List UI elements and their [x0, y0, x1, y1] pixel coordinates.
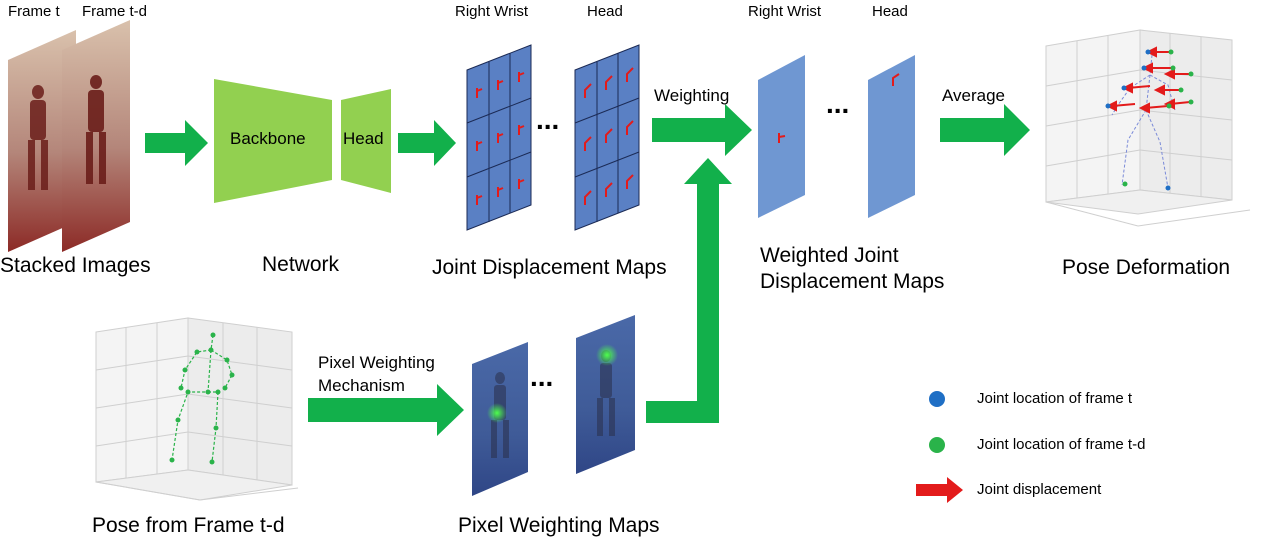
head-block [341, 89, 391, 193]
backbone-block [214, 79, 332, 203]
frame-t-label: Frame t [8, 3, 60, 20]
frame-td-image [62, 20, 130, 252]
network [214, 79, 391, 203]
pose-deformation-skeleton [1105, 46, 1194, 191]
pwm-caption: Pixel Weighting Maps [458, 514, 660, 537]
flow-arrows [145, 104, 1030, 436]
jdm-right-wrist-map [466, 44, 532, 231]
legend-blue-dot-icon [929, 391, 945, 407]
pose-td-plot [95, 317, 299, 501]
jdm-caption: Joint Displacement Maps [432, 256, 667, 279]
average-label: Average [942, 86, 1006, 105]
pixel-weighting-map-2 [576, 315, 635, 474]
pwm-ellipsis: ... [530, 361, 554, 392]
stacked-images-caption: Stacked Images [0, 254, 151, 277]
jdm-ellipsis: ... [536, 104, 560, 135]
legend-red-arrow-icon [916, 477, 963, 503]
frame-td-label: Frame t-d [82, 3, 148, 20]
pose-td-caption: Pose from Frame t-d [92, 514, 285, 537]
jdm-head-label: Head [587, 3, 623, 20]
pose-deformation-plot [1045, 29, 1251, 227]
wjdm-caption-line2: Displacement Maps [760, 270, 945, 293]
arrow-pixel-weighting-mechanism [308, 384, 464, 436]
pixel-weighting-mechanism-line2: Mechanism [318, 376, 405, 395]
arrow-weighting [652, 104, 752, 156]
head-label: Head [343, 129, 384, 148]
arrow-images-to-network [145, 120, 208, 166]
weighting-label: Weighting [654, 86, 730, 105]
wjdm-head-label: Head [872, 3, 908, 20]
jdm-head-map [574, 44, 640, 231]
backbone-label: Backbone [230, 129, 306, 148]
jdm-right-wrist-label: Right Wrist [455, 3, 529, 20]
weighted-head-map [868, 55, 915, 218]
arrow-network-to-jdm [398, 120, 456, 166]
wjdm-caption-line1: Weighted Joint [760, 244, 899, 267]
legend-item-frame-td: Joint location of frame t-d [977, 436, 1146, 453]
legend-item-displacement: Joint displacement [977, 481, 1102, 498]
stacked-images [8, 20, 130, 252]
wjdm-right-wrist-label: Right Wrist [748, 3, 822, 20]
frame-t-image [8, 30, 76, 252]
pixel-weighting-map-1 [472, 342, 528, 496]
wjdm-ellipsis: ... [826, 88, 850, 119]
pose-td-skeleton [169, 332, 235, 465]
legend-item-frame-t: Joint location of frame t [977, 390, 1133, 407]
arrow-pwm-up-to-weighting [646, 158, 732, 423]
weighted-right-wrist-map [758, 55, 805, 218]
arrow-average [940, 104, 1030, 156]
network-caption: Network [262, 253, 340, 276]
pose-deformation-caption: Pose Deformation [1062, 256, 1231, 279]
pixel-weighting-mechanism-line1: Pixel Weighting [318, 353, 435, 372]
legend-green-dot-icon [929, 437, 945, 453]
